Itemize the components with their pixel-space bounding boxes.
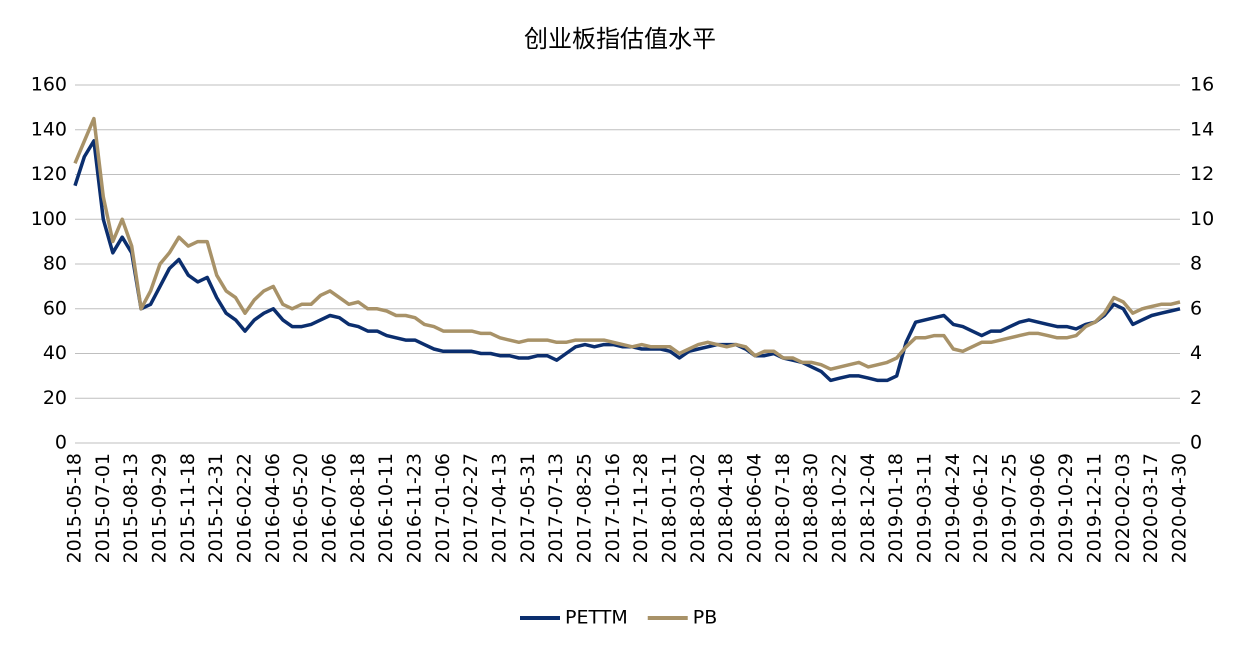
y2-tick-label: 6 <box>1190 297 1202 319</box>
x-tick-label: 2015-08-13 <box>120 453 142 563</box>
x-tick-label: 2016-08-18 <box>347 453 369 563</box>
y2-tick-label: 14 <box>1190 118 1214 140</box>
x-tick-label: 2018-10-22 <box>829 453 851 563</box>
y-tick-label: 140 <box>31 118 67 140</box>
x-tick-label: 2019-12-11 <box>1084 453 1106 563</box>
x-tick-label: 2017-01-06 <box>432 453 454 563</box>
x-tick-label: 2018-08-30 <box>800 453 822 563</box>
y2-tick-label: 16 <box>1190 74 1214 96</box>
x-tick-label: 2017-11-28 <box>630 453 652 563</box>
x-tick-label: 2016-04-06 <box>262 453 284 563</box>
x-tick-label: 2017-02-27 <box>460 453 482 563</box>
y-tick-label: 80 <box>43 253 67 275</box>
series-line <box>73 116 1181 371</box>
x-tick-label: 2015-12-31 <box>205 453 227 563</box>
chart-title: 创业板指估值水平 <box>524 25 716 53</box>
y2-tick-label: 8 <box>1190 253 1202 275</box>
y2-tick-label: 10 <box>1190 208 1214 230</box>
y-tick-label: 100 <box>31 208 67 230</box>
y2-tick-label: 4 <box>1190 342 1202 364</box>
x-tick-label: 2019-06-12 <box>970 453 992 563</box>
x-tick-label: 2019-03-11 <box>914 453 936 563</box>
y-tick-label: 20 <box>43 387 67 409</box>
x-tick-label: 2019-10-29 <box>1055 453 1077 563</box>
x-tick-label: 2018-06-04 <box>744 453 766 563</box>
y2-tick-label: 0 <box>1190 432 1202 454</box>
x-tick-label: 2015-07-01 <box>92 453 114 563</box>
x-tick-label: 2018-07-18 <box>772 453 794 563</box>
x-tick-label: 2020-04-30 <box>1169 453 1191 563</box>
x-tick-label: 2017-05-31 <box>517 453 539 563</box>
x-tick-label: 2016-07-06 <box>319 453 341 563</box>
x-tick-label: 2020-02-03 <box>1112 453 1134 563</box>
x-tick-label: 2018-12-04 <box>857 453 879 563</box>
x-tick-label: 2015-05-18 <box>64 453 86 563</box>
y2-tick-label: 12 <box>1190 163 1214 185</box>
y-tick-label: 40 <box>43 342 67 364</box>
x-tick-label: 2018-03-02 <box>687 453 709 563</box>
legend-label: PB <box>693 607 718 629</box>
x-tick-label: 2019-09-06 <box>1027 453 1049 563</box>
x-tick-label: 2015-09-29 <box>149 453 171 563</box>
x-tick-label: 2017-08-25 <box>574 453 596 563</box>
x-tick-label: 2019-04-24 <box>942 453 964 563</box>
x-tick-label: 2016-02-22 <box>234 453 256 563</box>
x-tick-label: 2016-10-11 <box>375 453 397 563</box>
y-tick-label: 160 <box>31 74 67 96</box>
y-tick-label: 120 <box>31 163 67 185</box>
x-tick-label: 2019-01-18 <box>885 453 907 563</box>
y-tick-label: 0 <box>55 432 67 454</box>
x-tick-label: 2015-11-18 <box>177 453 199 563</box>
y2-tick-label: 2 <box>1190 387 1202 409</box>
legend-label: PETTM <box>565 607 628 629</box>
x-tick-label: 2016-05-20 <box>290 453 312 563</box>
x-tick-label: 2017-04-13 <box>489 453 511 563</box>
y-tick-label: 60 <box>43 297 67 319</box>
x-tick-label: 2018-01-11 <box>659 453 681 563</box>
x-tick-label: 2017-10-16 <box>602 453 624 563</box>
x-tick-label: 2019-07-25 <box>999 453 1021 563</box>
x-tick-label: 2018-04-18 <box>715 453 737 563</box>
x-tick-label: 2020-03-17 <box>1140 453 1162 563</box>
x-tick-label: 2016-11-23 <box>404 453 426 563</box>
x-tick-label: 2017-07-13 <box>545 453 567 563</box>
